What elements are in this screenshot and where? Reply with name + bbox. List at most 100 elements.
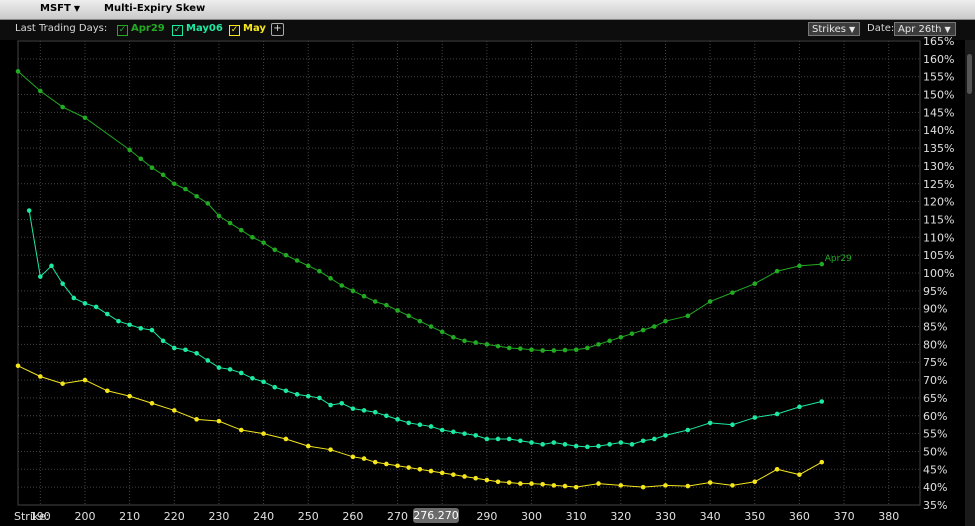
- data-point-may: [752, 479, 758, 485]
- scrollbar-thumb[interactable]: [967, 54, 972, 94]
- data-point-may06: [317, 395, 322, 401]
- x-tick-label: 260: [342, 510, 363, 523]
- data-point-apr29: [317, 268, 322, 274]
- data-point-may: [551, 483, 557, 488]
- data-point-apr29: [160, 172, 166, 178]
- y-tick-label: 125%: [923, 178, 954, 191]
- x-tick-label: 190: [30, 510, 51, 523]
- data-point-may: [529, 481, 534, 486]
- data-point-apr29: [451, 334, 456, 340]
- x-tick-label: 350: [744, 510, 765, 523]
- data-point-may06: [774, 411, 780, 417]
- data-point-may: [573, 484, 579, 490]
- data-point-may06: [261, 379, 266, 385]
- y-tick-label: 70%: [923, 374, 947, 387]
- data-point-may06: [562, 442, 568, 447]
- x-tick-label: 210: [119, 510, 140, 523]
- data-point-apr29: [384, 302, 389, 308]
- data-point-may06: [60, 281, 65, 287]
- data-point-apr29: [149, 165, 155, 171]
- data-point-apr29: [506, 345, 512, 351]
- data-point-apr29: [797, 263, 802, 269]
- y-tick-label: 120%: [923, 196, 954, 209]
- data-point-may: [518, 481, 523, 486]
- data-point-apr29: [652, 324, 657, 329]
- data-point-may06: [819, 399, 825, 404]
- expiry-toggle-may06[interactable]: ✓ May06: [172, 23, 223, 36]
- data-point-may: [238, 427, 244, 433]
- checkbox-checked-icon: ✓: [117, 25, 128, 36]
- data-point-apr29: [305, 263, 311, 269]
- y-tick-label: 95%: [923, 285, 947, 298]
- y-tick-label: 165%: [923, 35, 954, 48]
- window-titlebar: MSFT ▼ Multi-Expiry Skew: [0, 0, 975, 20]
- data-point-apr29: [283, 252, 289, 258]
- data-point-may: [216, 418, 222, 424]
- data-point-may06: [685, 427, 691, 433]
- data-point-may06: [506, 436, 512, 442]
- data-point-may06: [138, 326, 144, 331]
- x-tick-label: 360: [789, 510, 810, 523]
- x-tick-label: 200: [74, 510, 95, 523]
- data-point-may06: [518, 438, 523, 444]
- add-expiry-button[interactable]: +: [271, 23, 284, 36]
- data-point-apr29: [439, 329, 445, 335]
- ticker-dropdown[interactable]: MSFT ▼: [40, 3, 80, 14]
- data-point-may: [495, 479, 501, 485]
- data-point-apr29: [171, 181, 177, 187]
- data-point-may: [707, 480, 713, 485]
- data-point-may06: [596, 443, 601, 449]
- data-point-may06: [272, 384, 278, 390]
- y-tick-label: 110%: [923, 231, 954, 244]
- data-point-may: [194, 417, 199, 422]
- data-point-may: [596, 481, 601, 486]
- data-point-apr29: [585, 345, 590, 351]
- data-point-apr29: [60, 104, 65, 110]
- x-tick-label: 320: [610, 510, 631, 523]
- y-tick-label: 135%: [923, 142, 954, 155]
- expiry-toggle-may[interactable]: ✓ May: [229, 23, 266, 36]
- y-tick-label: 140%: [923, 124, 954, 137]
- y-tick-label: 45%: [923, 463, 947, 476]
- data-point-may: [462, 474, 467, 479]
- chevron-down-icon: ▼: [848, 25, 856, 34]
- data-point-may: [774, 467, 780, 472]
- data-point-may06: [495, 436, 501, 442]
- data-point-apr29: [428, 324, 434, 329]
- data-point-may06: [462, 431, 467, 436]
- data-point-may06: [372, 409, 378, 415]
- data-point-may: [417, 467, 423, 472]
- data-point-may: [82, 377, 88, 383]
- data-point-may: [428, 468, 434, 474]
- y-tick-label: 40%: [923, 481, 947, 494]
- data-point-apr29: [562, 347, 568, 353]
- data-point-may06: [127, 322, 132, 328]
- y-tick-label: 50%: [923, 445, 947, 458]
- data-point-may06: [71, 295, 77, 301]
- data-point-apr29: [663, 318, 668, 324]
- expiry-toggle-apr29[interactable]: ✓ Apr29: [117, 23, 165, 36]
- data-point-may06: [406, 420, 412, 426]
- date-dropdown[interactable]: Apr 26th ▼: [894, 22, 956, 36]
- data-point-may: [819, 459, 825, 465]
- data-point-may: [384, 461, 389, 467]
- data-point-may06: [116, 318, 121, 324]
- data-point-may06: [473, 433, 478, 438]
- data-point-may06: [439, 427, 445, 433]
- y-tick-label: 90%: [923, 303, 947, 316]
- vertical-scrollbar[interactable]: [965, 40, 975, 526]
- data-point-may06: [350, 406, 356, 411]
- data-point-may06: [93, 304, 99, 310]
- data-point-may06: [540, 442, 545, 447]
- data-point-apr29: [194, 193, 199, 199]
- data-point-apr29: [372, 299, 378, 304]
- data-point-may: [484, 477, 490, 483]
- strikes-dropdown[interactable]: Strikes ▼: [808, 22, 860, 36]
- checkbox-checked-icon: ✓: [172, 25, 183, 36]
- data-point-may06: [160, 338, 166, 344]
- data-point-apr29: [596, 342, 601, 347]
- data-point-may: [305, 443, 311, 449]
- data-point-apr29: [551, 348, 557, 353]
- data-point-apr29: [573, 347, 579, 353]
